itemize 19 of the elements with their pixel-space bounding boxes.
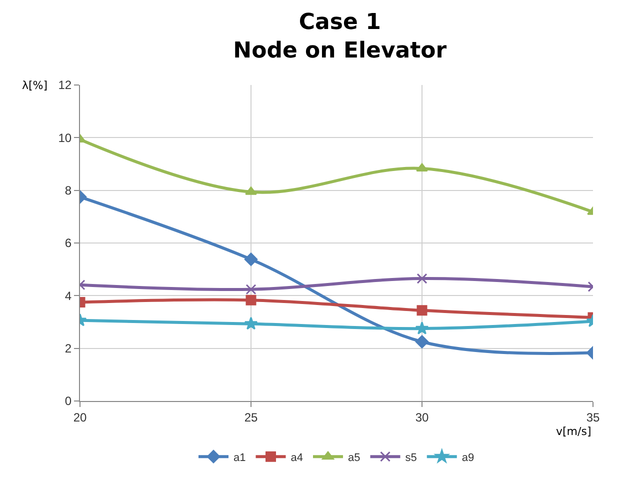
y-tick-label: 8 xyxy=(64,184,72,198)
y-tick-label: 2 xyxy=(64,342,72,356)
legend-label: a4 xyxy=(290,452,303,464)
legend-label: s5 xyxy=(405,452,417,464)
y-tick-label: 4 xyxy=(64,288,72,303)
y-tick-label: 0 xyxy=(64,394,72,408)
y-tick-label: 10 xyxy=(58,130,72,145)
legend-label: a5 xyxy=(348,452,360,464)
y-axis-title: λ[%] xyxy=(22,79,48,92)
x-tick-label: 35 xyxy=(586,410,600,424)
legend-label: a9 xyxy=(462,452,474,464)
x-tick-label: 25 xyxy=(244,410,258,424)
x-axis-title: v[m/s] xyxy=(556,425,592,438)
y-tick-label: 6 xyxy=(64,236,72,250)
x-tick-label: 30 xyxy=(415,410,429,424)
legend-label: a1 xyxy=(234,452,246,464)
chart-title: Case 1 Node on Elevator xyxy=(233,10,447,64)
x-tick-label: 20 xyxy=(73,410,87,424)
y-tick-label: 12 xyxy=(58,78,72,92)
